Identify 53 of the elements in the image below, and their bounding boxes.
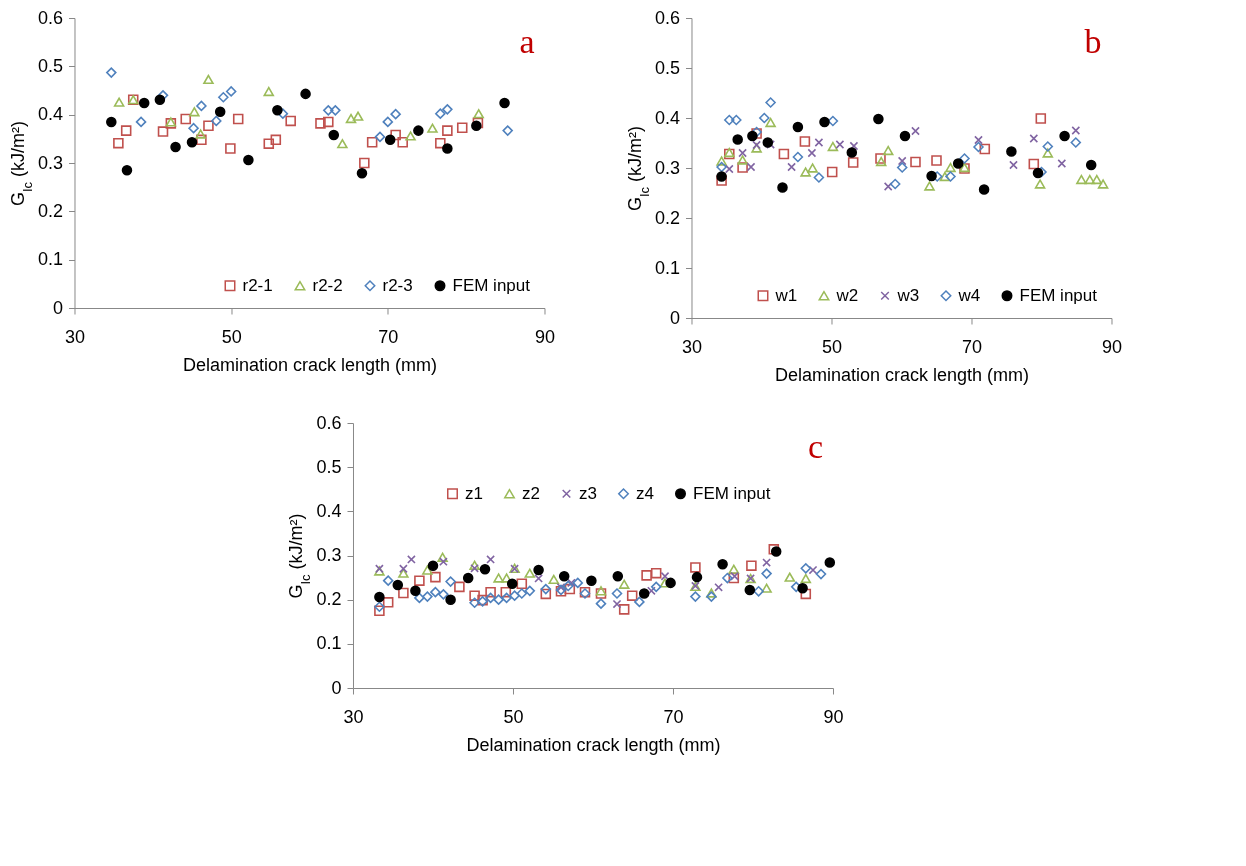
legend-label: r2-3: [382, 275, 413, 295]
x-tick-label: 50: [503, 706, 524, 727]
y-tick-label: 0.4: [37, 104, 63, 125]
y-tick-label: 0.6: [37, 7, 63, 28]
legend-label: w1: [774, 285, 798, 305]
y-tick-label: 0.2: [316, 589, 342, 610]
annotation: b: [1084, 23, 1102, 60]
x-tick-label: 50: [221, 326, 242, 347]
legend-label: r2-2: [312, 275, 343, 295]
legend-label: z1: [464, 483, 483, 503]
x-tick-label: 70: [378, 326, 399, 347]
x-tick-label: 90: [1101, 336, 1123, 357]
y-tick-label: 0.2: [37, 200, 63, 221]
y-tick-label: 0: [669, 307, 680, 328]
y-tick-label: 0.6: [316, 412, 342, 433]
x-tick-label: 90: [823, 706, 844, 727]
x-tick-label: 30: [343, 706, 364, 727]
x-tick-label: 90: [534, 326, 556, 347]
y-tick-label: 0: [331, 677, 342, 698]
legend-label: r2-1: [242, 275, 273, 295]
x-axis-title: Delamination crack length (mm): [774, 364, 1030, 385]
legend-label: z3: [578, 483, 597, 503]
y-tick-label: 0.5: [316, 456, 342, 477]
x-tick-label: 30: [681, 336, 703, 357]
x-tick-label: 70: [663, 706, 684, 727]
legend-label: FEM input: [1019, 285, 1098, 305]
y-tick-label: 0.3: [654, 157, 680, 178]
y-tick-label: 0.5: [37, 55, 63, 76]
x-axis-title: Delamination crack length (mm): [182, 354, 438, 375]
y-tick-label: 0.5: [654, 57, 680, 78]
legend-label: z2: [521, 483, 540, 503]
y-tick-label: 0.1: [654, 257, 680, 278]
y-tick-label: 0.3: [37, 152, 63, 173]
legend-label: z4: [635, 483, 654, 503]
x-tick-label: 70: [961, 336, 983, 357]
annotation: a: [519, 23, 535, 60]
y-tick-label: 0.2: [654, 207, 680, 228]
y-tick-label: 0.3: [316, 545, 342, 565]
y-tick-label: 0.1: [316, 633, 342, 654]
y-tick-label: 0.4: [654, 107, 680, 128]
annotation: c: [807, 428, 823, 465]
legend-label: FEM input: [692, 483, 771, 503]
legend-label: w4: [957, 285, 981, 305]
x-tick-label: 50: [821, 336, 843, 357]
legend-label: w2: [835, 285, 859, 305]
y-tick-label: 0: [52, 297, 63, 318]
y-tick-label: 0.1: [37, 249, 63, 270]
legend-label: FEM input: [452, 275, 531, 295]
y-tick-label: 0.4: [316, 500, 342, 521]
legend-label: w3: [896, 285, 920, 305]
x-tick-label: 30: [64, 326, 86, 347]
y-tick-label: 0.6: [654, 7, 680, 28]
x-axis-title: Delamination crack length (mm): [466, 734, 721, 755]
